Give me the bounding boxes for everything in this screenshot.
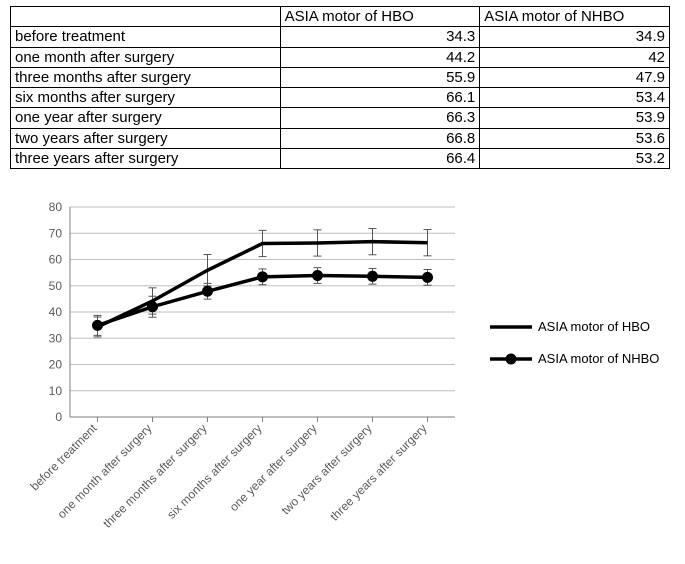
series-marker [202,286,213,297]
row-value: 53.9 [480,108,670,128]
table-header: ASIA motor of HBO [280,7,480,27]
row-value: 66.3 [280,108,480,128]
row-value: 53.2 [480,148,670,168]
x-tick-label: six months after surgery [164,421,264,521]
row-value: 53.6 [480,128,670,148]
y-tick-label: 20 [49,358,63,372]
row-value: 66.4 [280,148,480,168]
row-label: one year after surgery [11,108,281,128]
row-value: 53.4 [480,88,670,108]
x-tick-label: three years after surgery [327,421,429,523]
x-tick-label: one month after surgery [55,421,155,521]
y-tick-label: 80 [49,200,63,214]
legend-label: ASIA motor of HBO [538,319,650,334]
y-tick-label: 30 [49,331,63,345]
table-row: three years after surgery66.453.2 [11,148,670,168]
y-tick-label: 10 [49,384,63,398]
line-chart: 01020304050607080before treatmentone mon… [10,197,670,557]
table-header: ASIA motor of NHBO [480,7,670,27]
row-value: 66.8 [280,128,480,148]
row-label: six months after surgery [11,88,281,108]
row-value: 34.9 [480,27,670,47]
series-marker [257,271,268,282]
x-tick-label: two years after surgery [278,421,374,517]
row-label: before treatment [11,27,281,47]
y-tick-label: 0 [55,410,62,424]
row-value: 66.1 [280,88,480,108]
table-row: before treatment34.334.9 [11,27,670,47]
series-marker [147,301,158,312]
row-value: 55.9 [280,67,480,87]
legend-marker [506,354,517,365]
row-label: two years after surgery [11,128,281,148]
x-tick-label: three months after surgery [100,421,209,530]
table-row: one year after surgery66.353.9 [11,108,670,128]
row-label: one month after surgery [11,47,281,67]
row-label: three years after surgery [11,148,281,168]
table-header-blank [11,7,281,27]
row-value: 34.3 [280,27,480,47]
y-tick-label: 40 [49,305,63,319]
series-marker [422,272,433,283]
series-marker [92,320,103,331]
legend-label: ASIA motor of NHBO [538,351,659,366]
row-value: 47.9 [480,67,670,87]
row-value: 44.2 [280,47,480,67]
table-row: one month after surgery44.242 [11,47,670,67]
row-label: three months after surgery [11,67,281,87]
series-marker [312,270,323,281]
table-row: three months after surgery55.947.9 [11,67,670,87]
series-marker [367,271,378,282]
y-tick-label: 50 [49,279,63,293]
y-tick-label: 60 [49,253,63,267]
table-row: six months after surgery66.153.4 [11,88,670,108]
row-value: 42 [480,47,670,67]
y-tick-label: 70 [49,226,63,240]
table-row: two years after surgery66.853.6 [11,128,670,148]
data-table: ASIA motor of HBOASIA motor of NHBObefor… [10,6,670,169]
